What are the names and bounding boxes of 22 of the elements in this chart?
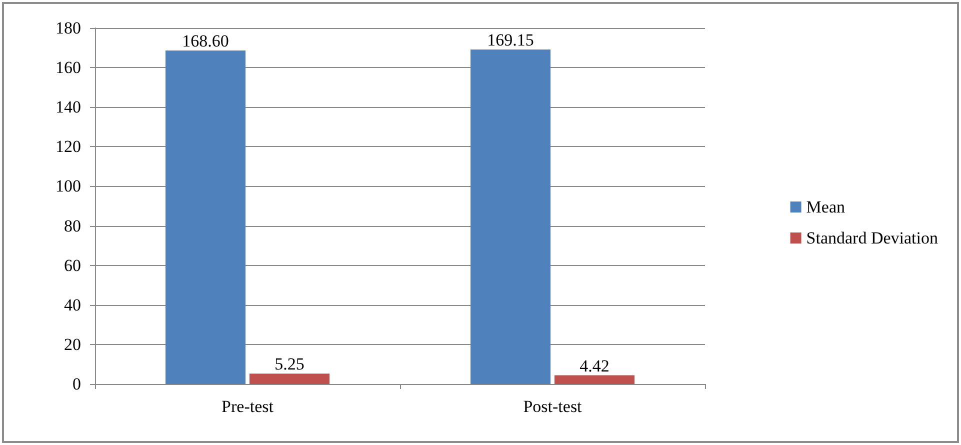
y-tick-label: 120 (56, 137, 81, 156)
bar (554, 375, 634, 384)
y-tick-label: 60 (64, 256, 81, 275)
data-label: 4.42 (580, 356, 610, 376)
bar (470, 49, 550, 384)
y-tick-label: 80 (64, 216, 81, 236)
data-label: 5.25 (274, 354, 304, 374)
x-tick-label: Pre-test (222, 397, 274, 416)
bar (166, 50, 246, 384)
data-label: 169.15 (487, 30, 534, 50)
y-tick-label: 0 (72, 374, 81, 394)
y-tick-label: 40 (64, 295, 81, 314)
y-tick-label: 140 (56, 98, 81, 117)
x-tick-label: Post-test (523, 397, 582, 416)
data-label: 168.60 (182, 32, 229, 51)
bar (250, 374, 330, 384)
legend-label: Mean (806, 198, 846, 216)
y-tick-label: 180 (56, 18, 81, 38)
y-tick-label: 100 (56, 176, 81, 196)
y-tick-label: 20 (64, 334, 81, 354)
legend-label: Standard Deviation (806, 228, 938, 248)
y-tick-label: 160 (56, 58, 81, 78)
